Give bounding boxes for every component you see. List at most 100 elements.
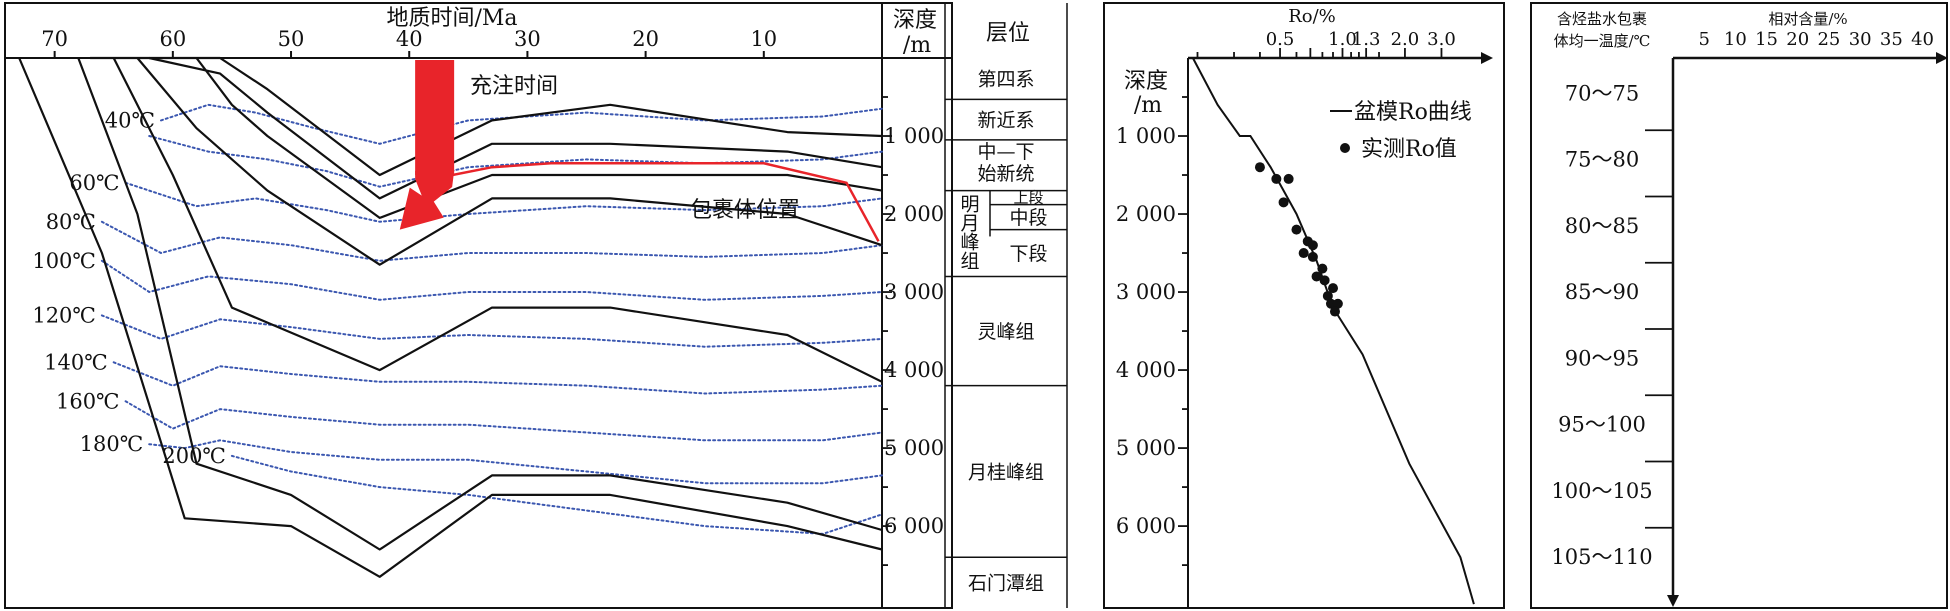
isotherm-line bbox=[230, 454, 883, 535]
legend-point-label: 实测Ro值 bbox=[1361, 137, 1457, 162]
ro-measured-point bbox=[1322, 290, 1333, 301]
ro-y-tick-label: 3 000 bbox=[1116, 280, 1176, 304]
inclusion-x-tick-label: 20 bbox=[1786, 29, 1809, 50]
burial-curve bbox=[77, 57, 883, 551]
ro-measured-point bbox=[1329, 306, 1340, 317]
isotherm-label: 60℃ bbox=[69, 171, 119, 195]
isotherm-label: 160℃ bbox=[56, 389, 120, 413]
ro-y-tick-label: 1 000 bbox=[1116, 124, 1176, 148]
inclusion-position-label: 包裹体位置 bbox=[690, 198, 800, 223]
burial-history-frame bbox=[4, 2, 953, 609]
ro-measured-point bbox=[1307, 240, 1318, 251]
ro-tick-label: 1.3 bbox=[1352, 29, 1381, 50]
depth-axis-ticks: 1 000 2 000 3 000 4 000 5 000 6 000 bbox=[882, 96, 944, 566]
depth-tick-label: 4 000 bbox=[884, 358, 944, 382]
depth-header: 深度 bbox=[893, 8, 937, 33]
strat-unit-label: 月桂峰组 bbox=[968, 461, 1044, 483]
isotherm-line bbox=[112, 361, 883, 395]
ro-measured-point bbox=[1307, 251, 1318, 262]
ro-y-tick-label: 6 000 bbox=[1116, 514, 1176, 538]
time-tick-label: 70 bbox=[41, 27, 68, 51]
inclusion-panel: 含烃盐水包裹 体均一温度/℃ 相对含量/% 5 10 15 20 25 30 35 40 70… bbox=[1530, 2, 1948, 609]
isotherm-line bbox=[124, 400, 883, 442]
ro-measured-point bbox=[1298, 248, 1309, 259]
inclusion-x-tick-label: 40 bbox=[1911, 29, 1934, 50]
time-tick-label: 60 bbox=[159, 27, 186, 51]
inclusion-category-label: 80～85 bbox=[1565, 214, 1639, 238]
depth-header-unit: /m bbox=[903, 33, 931, 58]
depth-tick-label: 1 000 bbox=[884, 124, 944, 148]
isotherm-label: 120℃ bbox=[32, 303, 96, 327]
strat-group-label: 峰 bbox=[960, 232, 979, 254]
isotherm-lines bbox=[100, 103, 883, 535]
ro-measured-point bbox=[1283, 173, 1294, 184]
inclusion-x-tick-label: 30 bbox=[1849, 29, 1872, 50]
time-ticks: 70 60 50 40 30 20 10 bbox=[41, 27, 777, 58]
charging-bar bbox=[415, 60, 455, 176]
ro-tick-label: 1.0 bbox=[1328, 29, 1357, 50]
legend-curve-label: 盆模Ro曲线 bbox=[1354, 100, 1472, 125]
ro-tick-label: 2.0 bbox=[1391, 29, 1420, 50]
isotherm-label: 140℃ bbox=[44, 350, 108, 374]
ro-frame bbox=[1103, 2, 1505, 609]
burial-curve bbox=[90, 56, 883, 177]
inclusion-x-tick-label: 15 bbox=[1755, 29, 1778, 50]
depth-tick-label: 3 000 bbox=[884, 280, 944, 304]
inclusion-category-label: 70～75 bbox=[1565, 81, 1639, 105]
ro-measured-point bbox=[1254, 162, 1265, 173]
charging-time-label: 充注时间 bbox=[470, 74, 558, 99]
strat-unit-label: 石门潭组 bbox=[968, 573, 1044, 595]
ro-measured-point bbox=[1319, 275, 1330, 286]
charging-time-marker bbox=[399, 60, 455, 230]
strat-unit-label: 灵峰组 bbox=[977, 321, 1034, 343]
inclusion-x-tick-label: 25 bbox=[1817, 29, 1840, 50]
time-tick-label: 20 bbox=[632, 27, 659, 51]
inclusion-x-tick-label: 35 bbox=[1880, 29, 1903, 50]
strat-unit-label: 始新统 bbox=[977, 163, 1034, 185]
burial-curve bbox=[18, 57, 883, 578]
ro-axis-title: Ro/% bbox=[1288, 6, 1336, 27]
ro-depth-title-unit: /m bbox=[1134, 93, 1162, 118]
strat-unit-label: 新近系 bbox=[977, 110, 1034, 132]
inclusion-category-label: 100～105 bbox=[1551, 479, 1652, 503]
isotherm-line bbox=[148, 439, 883, 485]
strat-group-label: 组 bbox=[960, 250, 979, 272]
ro-tick-label: 0.5 bbox=[1266, 29, 1295, 50]
ro-panel: Ro/% 深度 /m 0.5 1.01.3 2.0 3.0 1 000 2 000 3 0… bbox=[1103, 2, 1505, 609]
ro-depth-title: 深度 bbox=[1124, 69, 1168, 94]
time-tick-label: 40 bbox=[396, 27, 423, 51]
time-axis-title: 地质时间/Ma bbox=[386, 6, 517, 31]
time-tick-label: 30 bbox=[514, 27, 541, 51]
ro-measured-point bbox=[1328, 283, 1338, 294]
ro-y-tick-label: 4 000 bbox=[1116, 358, 1176, 382]
depth-tick-label: 5 000 bbox=[884, 436, 944, 460]
time-tick-label: 10 bbox=[750, 27, 777, 51]
inclusion-category-header-2: 体均一温度/℃ bbox=[1554, 32, 1651, 50]
isotherm-line bbox=[100, 259, 883, 301]
inclusion-frame bbox=[1530, 2, 1948, 609]
ro-tick-label: 3.0 bbox=[1427, 29, 1456, 50]
ro-measured-point bbox=[1325, 298, 1336, 309]
strat-group-label: 明 bbox=[960, 194, 979, 216]
inclusion-category-label: 95～100 bbox=[1558, 413, 1646, 437]
strat-unit-label: 下段 bbox=[1009, 243, 1047, 265]
inclusion-category-label: 105～110 bbox=[1551, 545, 1652, 569]
legend-point-swatch bbox=[1340, 143, 1350, 153]
time-tick-label: 50 bbox=[278, 27, 305, 51]
depth-tick-label: 6 000 bbox=[884, 514, 944, 538]
strat-group-label: 月 bbox=[960, 213, 979, 235]
charging-arrow bbox=[399, 171, 455, 230]
burial-history-panel: 地质时间/Ma 70 60 50 40 30 20 10 40℃60℃80℃100℃120℃… bbox=[4, 2, 953, 609]
strat-unit-label: 上段 bbox=[1013, 189, 1043, 207]
ro-measured-point bbox=[1311, 271, 1322, 282]
isotherm-label: 40℃ bbox=[105, 108, 155, 132]
isotherm-line bbox=[100, 220, 883, 262]
ro-measured-points bbox=[1254, 162, 1343, 317]
strat-unit-label: 中—下 bbox=[977, 141, 1034, 163]
isotherm-line bbox=[100, 314, 883, 348]
strat-unit-label: 中段 bbox=[1009, 207, 1047, 229]
burial-curve bbox=[136, 57, 883, 266]
